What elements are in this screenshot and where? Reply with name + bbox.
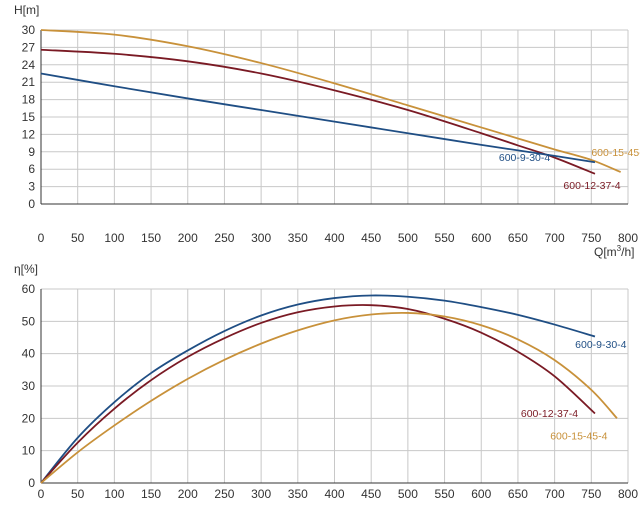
y-tick-label: 27 <box>22 40 36 54</box>
x-tick-label: 450 <box>361 487 381 501</box>
y-axis-title: η[%] <box>14 262 38 276</box>
y-tick-label: 20 <box>22 411 36 425</box>
x-tick-label: 250 <box>214 231 234 245</box>
y-tick-label: 40 <box>22 347 36 361</box>
y-tick-label: 60 <box>22 282 36 296</box>
y-tick-label: 0 <box>28 476 35 490</box>
y-tick-label: 50 <box>22 314 36 328</box>
x-tick-label: 200 <box>178 487 198 501</box>
x-axis-title-part: Q[m <box>594 245 617 259</box>
y-axis-title: H[m] <box>14 3 39 17</box>
x-tick-label: 750 <box>581 487 601 501</box>
x-tick-label: 150 <box>141 231 161 245</box>
y-tick-label: 6 <box>28 162 35 176</box>
x-axis-title-superscript: 3 <box>617 244 622 253</box>
y-tick-label: 24 <box>22 58 36 72</box>
x-tick-label: 800 <box>618 231 638 245</box>
x-tick-label: 750 <box>581 231 601 245</box>
x-tick-label: 100 <box>104 231 124 245</box>
series-line-600-9-30-4 <box>40 294 596 484</box>
x-axis-title: Q[m3/h] <box>594 244 634 259</box>
y-tick-label: 10 <box>22 444 36 458</box>
series-label-600-12-37-4: 600-12-37-4 <box>521 408 578 420</box>
y-tick-label: 3 <box>28 180 35 194</box>
series-label-600-9-30-4: 600-9-30-4 <box>575 339 627 351</box>
x-tick-label: 350 <box>288 487 308 501</box>
x-tick-label: 700 <box>545 487 565 501</box>
gridlines <box>40 288 629 484</box>
series-label-600-15-45-4: 600-15-45-4 <box>550 430 607 442</box>
x-tick-label: 0 <box>38 231 45 245</box>
series-label-600-12-37-4: 600-12-37-4 <box>563 180 620 192</box>
y-tick-label: 30 <box>22 379 36 393</box>
x-tick-label: 150 <box>141 487 161 501</box>
x-tick-label: 300 <box>251 487 271 501</box>
series-line-600-15-45-4 <box>40 29 622 173</box>
series-label-600-9-30-4: 600-9-30-4 <box>499 152 551 164</box>
gridlines <box>40 29 629 205</box>
x-tick-label: 700 <box>545 231 565 245</box>
x-tick-label: 400 <box>324 231 344 245</box>
x-tick-label: 650 <box>508 487 528 501</box>
x-tick-label: 300 <box>251 231 271 245</box>
x-tick-label: 800 <box>618 487 638 501</box>
chart-1: 0 50 100 150 200 250 300 350 400 450 500 550 600 650 7… <box>14 3 640 259</box>
y-tick-label: 12 <box>22 127 36 141</box>
x-tick-label: 550 <box>435 487 455 501</box>
x-tick-label: 350 <box>288 231 308 245</box>
y-tick-label: 30 <box>22 23 36 37</box>
x-tick-label: 50 <box>71 231 85 245</box>
x-tick-label: 250 <box>214 487 234 501</box>
x-tick-label: 600 <box>471 487 491 501</box>
y-tick-label: 18 <box>22 93 36 107</box>
x-axis-title-part: /h] <box>621 245 634 259</box>
x-tick-label: 600 <box>471 231 491 245</box>
x-tick-label: 100 <box>104 487 124 501</box>
x-tick-label: 450 <box>361 231 381 245</box>
y-tick-label: 9 <box>28 145 35 159</box>
series-line-600-15-45-4 <box>40 311 618 484</box>
series-line-600-12-37-4 <box>40 304 596 484</box>
x-tick-label: 200 <box>178 231 198 245</box>
series-label-600-15-45-4: 600-15-45-4 <box>591 147 640 159</box>
y-tick-label: 0 <box>28 197 35 211</box>
y-tick-label: 21 <box>22 75 36 89</box>
x-tick-label: 0 <box>38 487 45 501</box>
x-tick-label: 500 <box>398 487 418 501</box>
chart-2: 0 50 100 150 200 250 300 350 400 450 500 550 600 650 7… <box>14 262 638 501</box>
x-tick-label: 500 <box>398 231 418 245</box>
y-tick-label: 15 <box>22 110 36 124</box>
series-line-600-9-30-4 <box>40 72 596 164</box>
series-line-600-12-37-4 <box>40 48 596 175</box>
x-tick-label: 650 <box>508 231 528 245</box>
x-tick-label: 50 <box>71 487 85 501</box>
x-tick-label: 400 <box>324 487 344 501</box>
x-tick-label: 550 <box>435 231 455 245</box>
